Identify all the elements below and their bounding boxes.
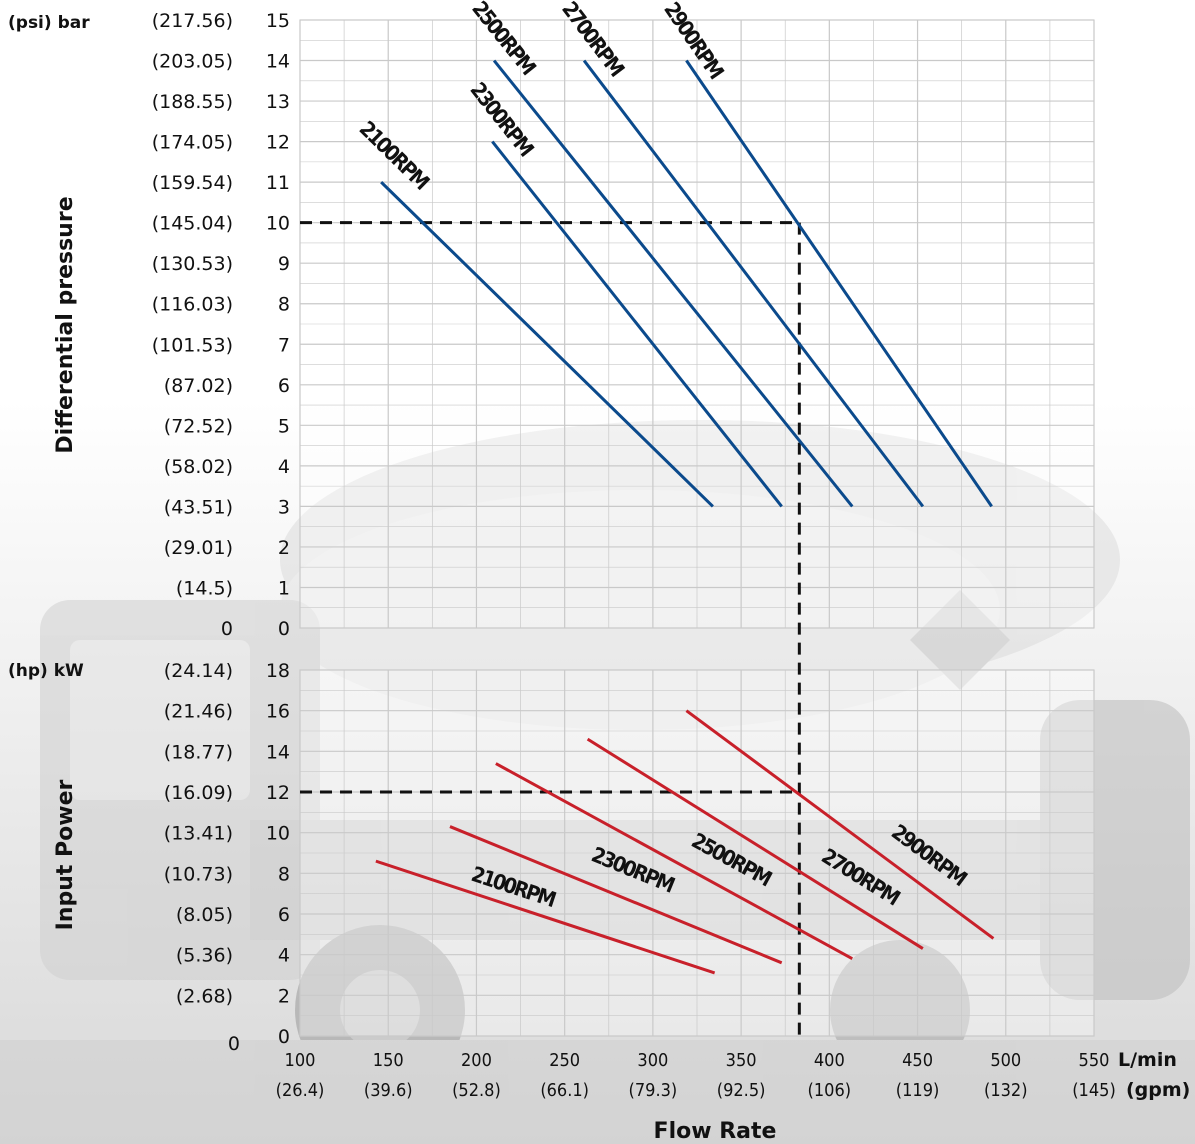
x-tick-gpm: (92.5) (717, 1080, 766, 1101)
pressure-y-tick-bar: 13 (266, 91, 290, 113)
power-y-tick-zero-left: 0 (228, 1033, 240, 1055)
pressure-y-tick-bar: 12 (266, 132, 290, 154)
pressure-y-tick-zero-left: 0 (221, 618, 233, 640)
pressure-y-tick-bar: 1 (278, 577, 290, 599)
pressure-y-tick-psi: (72.52) (164, 415, 233, 437)
x-tick-lmin: 450 (902, 1050, 933, 1071)
power-y-tick-hp: (2.68) (176, 985, 233, 1007)
pressure-y-tick-bar: 10 (266, 213, 290, 235)
x-unit-primary: L/min (1118, 1049, 1177, 1071)
series-lines (375, 59, 995, 975)
power-y-tick-kw: 4 (278, 945, 290, 967)
x-tick-gpm: (26.4) (276, 1080, 325, 1101)
pressure-y-tick-bar: 5 (278, 415, 290, 437)
power-line-2700RPM (586, 737, 924, 950)
pressure-line-2100RPM (380, 181, 714, 508)
power-line-2300RPM (449, 825, 783, 965)
pressure-line-2300RPM (491, 140, 783, 508)
x-tick-gpm: (132) (984, 1080, 1028, 1101)
pressure-y-tick-bar: 7 (278, 334, 290, 356)
pressure-y-tick-bar: 8 (278, 294, 290, 316)
power-line-2500RPM (495, 762, 853, 961)
power-y-tick-hp: (5.36) (176, 945, 233, 967)
power-y-tick-kw: 0 (278, 1026, 290, 1048)
power-line-2100RPM (375, 859, 716, 975)
pressure-y-tick-bar: 11 (266, 172, 290, 194)
pressure-y-tick-bar: 9 (278, 253, 290, 275)
x-tick-gpm: (52.8) (452, 1080, 501, 1101)
pressure-y-tick-psi: (29.01) (164, 537, 233, 559)
pressure-y-tick-psi: (58.02) (164, 456, 233, 478)
power-y-tick-hp: (13.41) (164, 823, 233, 845)
pressure-y-tick-bar: 14 (266, 51, 290, 73)
tick-labels: 0123456789101112131415(14.5)(29.01)(43.5… (152, 10, 1116, 1101)
x-tick-lmin: 100 (285, 1050, 316, 1071)
pressure-y-tick-psi: (116.03) (152, 294, 233, 316)
x-tick-gpm: (119) (896, 1080, 940, 1101)
power-y-tick-kw: 16 (266, 701, 290, 723)
pressure-y-tick-psi: (130.53) (152, 253, 233, 275)
power-y-tick-hp: (21.46) (164, 701, 233, 723)
x-axis-title: Flow Rate (654, 1119, 777, 1144)
pressure-units-label: (psi) bar (8, 13, 90, 33)
pressure-line-2900RPM (685, 59, 993, 508)
x-unit-secondary: (gpm) (1126, 1079, 1190, 1101)
x-tick-lmin: 350 (726, 1050, 757, 1071)
x-tick-lmin: 250 (549, 1050, 580, 1071)
pressure-y-tick-psi: (174.05) (152, 132, 233, 154)
x-tick-gpm: (79.3) (629, 1080, 678, 1101)
pressure-y-tick-psi: (203.05) (152, 51, 233, 73)
power-y-tick-hp: (8.05) (176, 904, 233, 926)
pressure-y-tick-psi: (101.53) (152, 334, 233, 356)
power-y-tick-hp: (24.14) (164, 660, 233, 682)
x-tick-lmin: 300 (637, 1050, 668, 1071)
x-tick-lmin: 150 (373, 1050, 404, 1071)
pressure-y-tick-bar: 6 (278, 375, 290, 397)
pressure-y-tick-psi: (145.04) (152, 213, 233, 235)
pressure-y-tick-psi: (188.55) (152, 91, 233, 113)
power-y-tick-hp: (10.73) (164, 863, 233, 885)
pressure-y-tick-psi: (159.54) (152, 172, 233, 194)
pressure-y-tick-psi: (43.51) (164, 496, 233, 518)
power-axis-title: Input Power (53, 779, 78, 930)
power-line-2900RPM (685, 709, 995, 940)
pressure-line-2500RPM (492, 59, 854, 508)
pressure-axis-title: Differential pressure (53, 196, 78, 453)
x-tick-gpm: (106) (808, 1080, 852, 1101)
pressure-y-tick-psi: (87.02) (164, 375, 233, 397)
power-y-tick-kw: 8 (278, 863, 290, 885)
pressure-y-tick-bar: 2 (278, 537, 290, 559)
x-tick-gpm: (66.1) (540, 1080, 589, 1101)
pressure-line-2700RPM (582, 59, 925, 508)
pressure-y-tick-psi: (217.56) (152, 10, 233, 32)
x-tick-lmin: 400 (814, 1050, 845, 1071)
power-y-tick-hp: (18.77) (164, 741, 233, 763)
x-tick-lmin: 500 (990, 1050, 1021, 1071)
x-tick-gpm: (145) (1072, 1080, 1116, 1101)
pressure-y-tick-bar: 4 (278, 456, 290, 478)
pressure-y-tick-bar: 15 (266, 10, 290, 32)
pressure-y-tick-bar: 0 (278, 618, 290, 640)
x-tick-gpm: (39.6) (364, 1080, 413, 1101)
power-y-tick-hp: (16.09) (164, 782, 233, 804)
power-y-tick-kw: 12 (266, 782, 290, 804)
grid (299, 19, 1095, 1037)
pressure-y-tick-psi: (14.5) (176, 577, 233, 599)
pressure-y-tick-bar: 3 (278, 496, 290, 518)
power-y-tick-kw: 2 (278, 985, 290, 1007)
x-tick-lmin: 200 (461, 1050, 492, 1071)
power-units-label: (hp) kW (8, 661, 84, 681)
power-y-tick-kw: 10 (266, 823, 290, 845)
power-y-tick-kw: 18 (266, 660, 290, 682)
x-tick-lmin: 550 (1079, 1050, 1110, 1071)
power-y-tick-kw: 14 (266, 741, 290, 763)
power-y-tick-kw: 6 (278, 904, 290, 926)
